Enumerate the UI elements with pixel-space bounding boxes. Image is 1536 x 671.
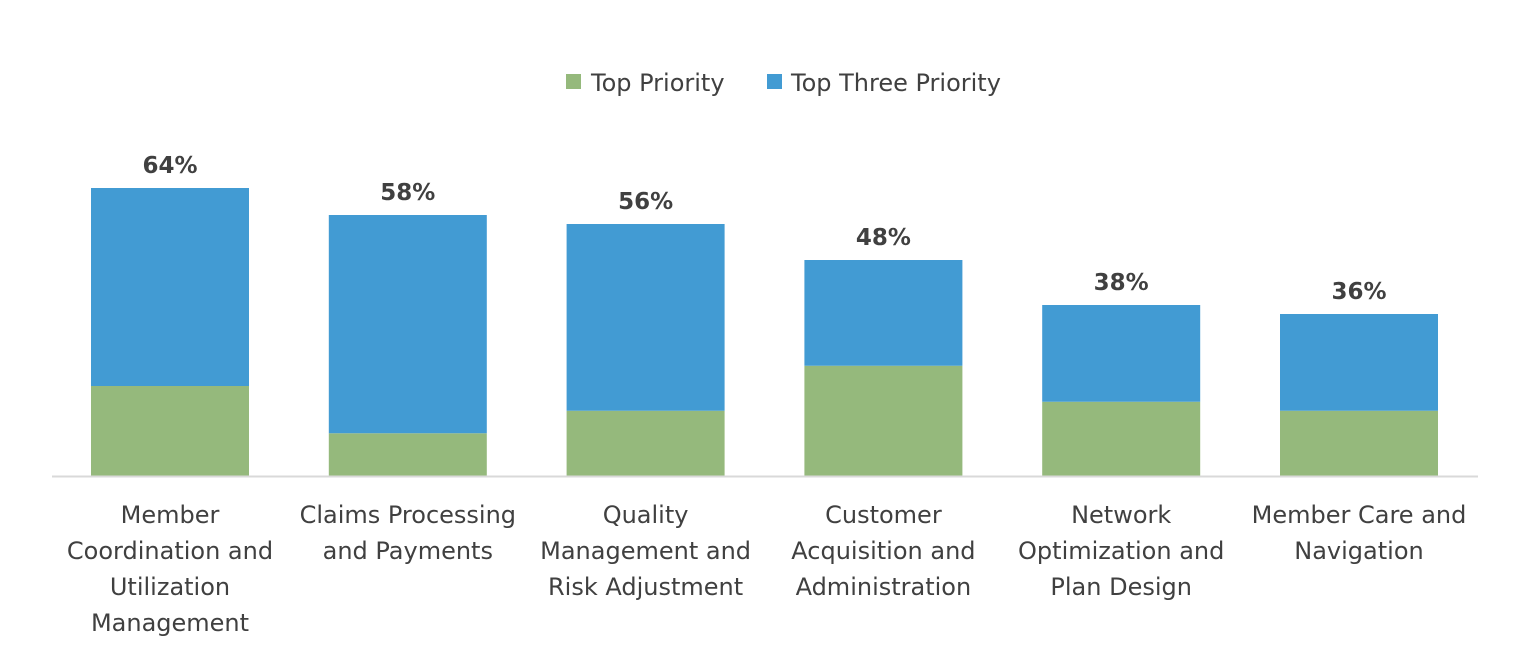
legend-label-0: Top Priority	[590, 69, 725, 97]
category-label-0: Member Coordination and Utilization Managem…	[67, 501, 273, 637]
bar-top-priority-1	[328, 433, 487, 476]
bar-top-three-priority-0	[91, 188, 249, 386]
category-label-line: and Payments	[323, 537, 493, 565]
value-label-4: 38%	[1094, 270, 1149, 296]
bar-top-three-priority-2	[566, 224, 725, 411]
value-label-1: 58%	[380, 180, 435, 206]
bar-top-priority-2	[566, 410, 725, 476]
category-label-line: Risk Adjustment	[548, 573, 743, 601]
category-label-line: Utilization	[110, 573, 230, 601]
bar-top-three-priority-4	[1042, 305, 1201, 402]
category-label-line: Acquisition and	[791, 537, 975, 565]
category-label-line: Optimization and	[1018, 537, 1224, 565]
category-label-line: Quality	[603, 501, 689, 529]
value-label-5: 36%	[1331, 279, 1386, 305]
value-label-0: 64%	[142, 153, 197, 179]
bar-top-three-priority-1	[328, 215, 487, 434]
category-label-4: Network Optimization and Plan Design	[1018, 501, 1224, 601]
bar-top-priority-5	[1280, 410, 1438, 476]
category-label-line: Claims Processing	[300, 501, 516, 529]
value-labels-group: 64% 58% 56% 48% 38% 36%	[142, 153, 1386, 305]
legend-swatch-0	[566, 74, 581, 89]
bar-top-priority-0	[91, 386, 249, 476]
category-label-line: Customer	[825, 501, 942, 529]
legend-swatch-1	[767, 74, 782, 89]
legend-label-1: Top Three Priority	[790, 69, 1001, 97]
category-labels-group: Member Coordination and Utilization Managem…	[67, 501, 1466, 637]
legend: Top Priority Top Three Priority	[566, 69, 1001, 97]
category-label-line: Plan Design	[1050, 573, 1192, 601]
category-label-line: Administration	[796, 573, 972, 601]
bar-top-priority-4	[1042, 401, 1201, 476]
category-label-line: Member	[121, 501, 220, 529]
category-label-line: Coordination and	[67, 537, 273, 565]
category-label-line: Navigation	[1294, 537, 1423, 565]
category-label-line: Management and	[540, 537, 751, 565]
value-label-2: 56%	[618, 189, 673, 215]
bar-top-three-priority-3	[804, 260, 963, 366]
category-label-line: Management	[91, 609, 249, 637]
category-label-2: Quality Management and Risk Adjustment	[540, 501, 751, 601]
category-label-line: Network	[1071, 501, 1171, 529]
bars-group	[91, 188, 1438, 476]
bar-top-three-priority-5	[1280, 314, 1438, 411]
category-label-3: Customer Acquisition and Administration	[791, 501, 975, 601]
value-label-3: 48%	[856, 225, 911, 251]
category-label-5: Member Care and Navigation	[1252, 501, 1467, 565]
bar-top-priority-3	[804, 365, 963, 476]
category-label-1: Claims Processing and Payments	[300, 501, 516, 565]
category-label-line: Member Care and	[1252, 501, 1467, 529]
